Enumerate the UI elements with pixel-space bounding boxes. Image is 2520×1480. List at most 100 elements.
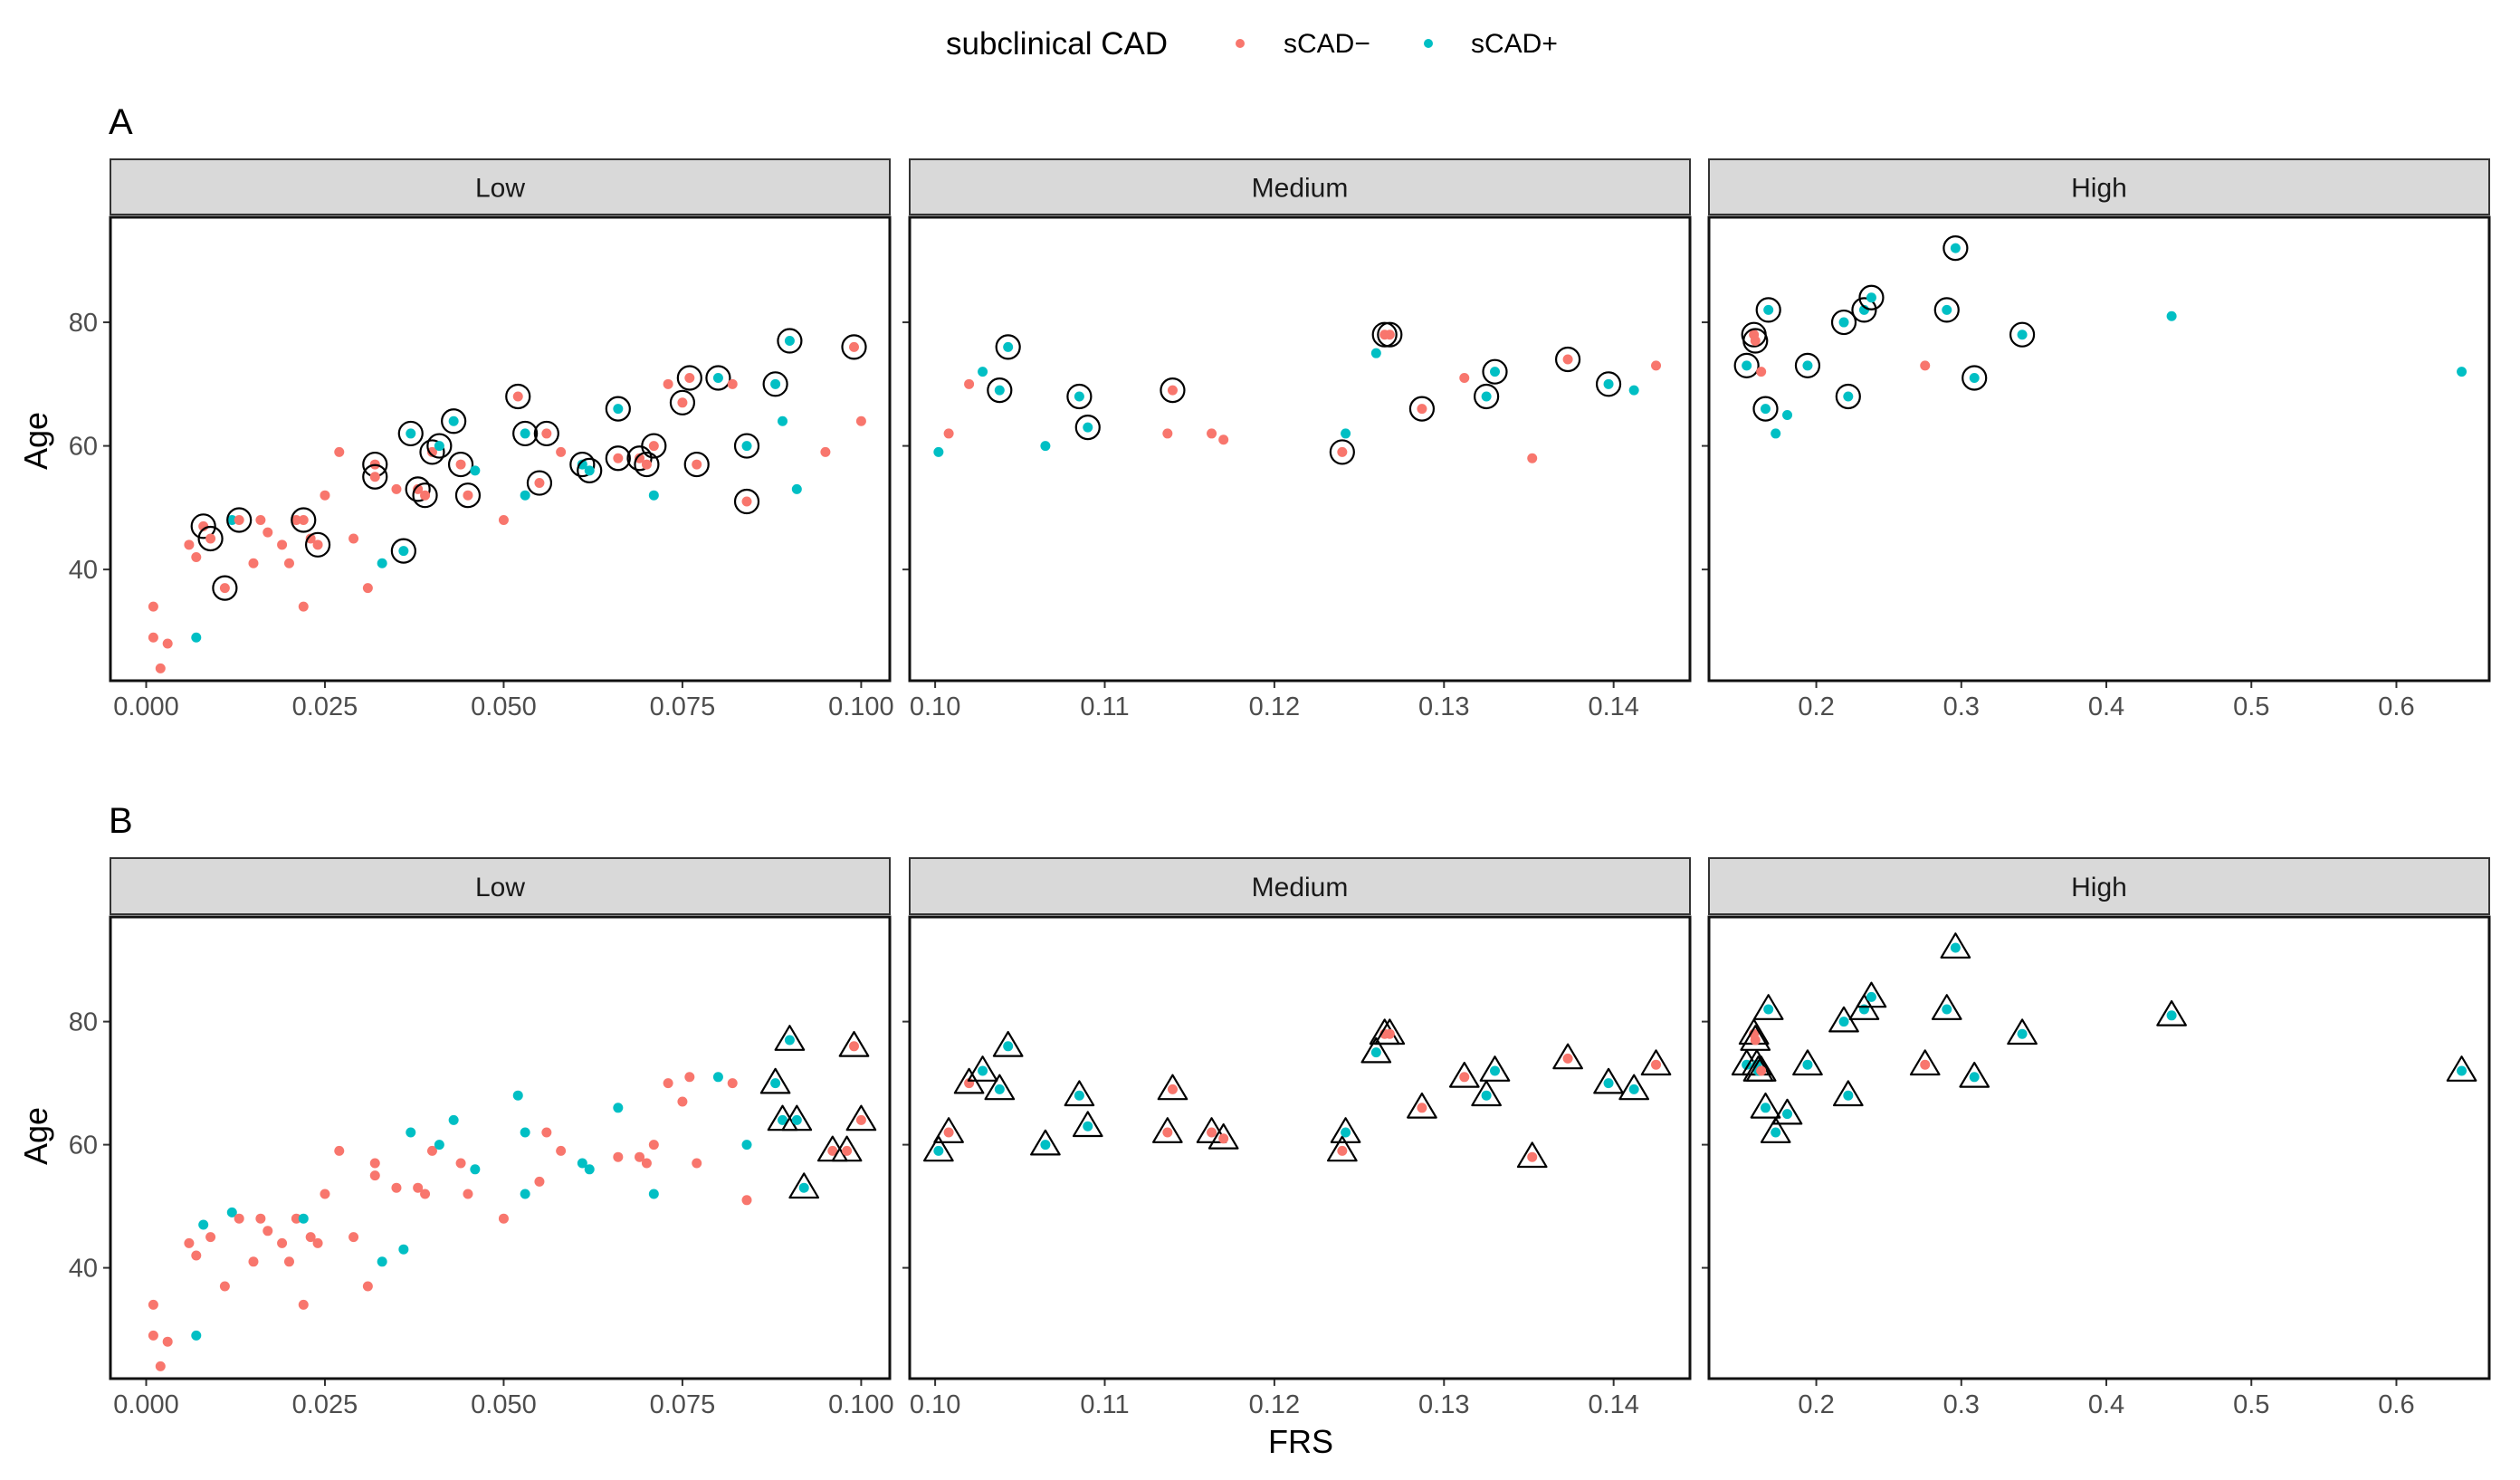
point-b-low-58 [692,1158,702,1169]
point-b-low-48 [584,1164,595,1175]
panel-border-b-low [109,915,892,1380]
facet-b-low: Low 40 60 80 0.000 0.025 0.050 0.075 0.100 [69,857,894,1419]
point-a-medium-3 [978,367,988,377]
point-b-high-8 [1771,1127,1781,1138]
point-b-low-11 [234,1213,244,1224]
x-tick-label-a-medium-1: 0.11 [1080,692,1129,721]
point-a-low-28 [377,558,387,568]
point-a-low-39 [470,465,481,476]
point-a-low-14 [262,527,273,538]
highlight-circle-a-medium-13 [1329,439,1355,465]
plot-area-b-medium [910,917,1690,1379]
point-a-low-48 [584,465,595,476]
highlight-circle-a-high-11 [1851,297,1877,323]
point-b-low-42 [520,1189,530,1199]
point-b-medium-8 [1083,1121,1093,1131]
point-a-low-20 [305,533,316,544]
highlight-circle-a-low-63 [762,371,788,397]
x-tick-label-b-medium-2: 0.12 [1249,1390,1300,1419]
point-b-low-17 [291,1213,301,1224]
point-b-low-61 [741,1140,752,1151]
point-a-medium-7 [1074,391,1084,402]
highlight-circle-a-low-31 [397,420,424,447]
point-a-low-35 [434,441,444,452]
point-a-high-12 [1866,292,1876,303]
point-b-high-11 [1838,1017,1849,1027]
point-b-medium-1 [943,1127,954,1138]
highlight-circle-a-medium-23 [1554,346,1581,373]
legend-title: subclinical CAD [946,26,1168,62]
highlight-triangle-b-high-6 [1750,1092,1781,1119]
facet-strip-b-high [1708,857,2490,915]
point-b-low-5 [184,1237,195,1248]
highlight-circle-a-low-34 [419,439,445,465]
y-axis-title-a: Age [17,412,54,470]
highlight-triangle-b-medium-0 [923,1135,954,1162]
point-b-medium-17 [1384,1028,1395,1039]
plot-area-b-low [110,917,890,1379]
highlight-circle-a-low-18 [291,507,317,533]
legend-swatch-scad-pos [1424,39,1433,48]
point-a-medium-20 [1481,391,1492,402]
x-tick-label-b-high-3: 0.5 [2233,1390,2269,1419]
highlight-triangle-b-medium-10 [1151,1117,1183,1143]
highlight-circle-a-high-8 [1794,352,1821,378]
highlight-circle-a-low-45 [533,420,559,447]
highlight-triangle-b-high-19 [2007,1018,2038,1046]
point-a-medium-15 [1370,348,1381,358]
plot-area-a-medium [910,217,1690,681]
point-b-low-4 [191,1330,202,1341]
highlight-circle-a-low-44 [526,470,553,496]
highlight-circle-a-low-11 [226,507,253,533]
highlight-circle-a-low-38 [454,482,482,509]
legend-label-scad-neg: sCAD− [1284,29,1370,59]
point-a-low-69 [855,415,866,426]
point-b-low-35 [434,1140,444,1151]
point-b-medium-24 [1603,1078,1614,1089]
panel-tag-b: B [109,801,133,841]
highlight-triangle-b-medium-19 [1448,1061,1480,1088]
highlight-circle-a-medium-18 [1408,396,1436,422]
legend-swatch-scad-neg [1236,39,1245,48]
point-b-low-41 [512,1090,523,1101]
point-a-low-17 [291,515,301,526]
point-a-low-38 [463,490,473,501]
highlight-triangle-b-high-9 [1771,1098,1803,1125]
point-b-low-28 [377,1256,387,1267]
point-b-low-43 [520,1127,530,1138]
point-a-low-41 [512,391,523,402]
point-a-medium-12 [1218,434,1229,445]
highlight-circle-a-medium-20 [1474,383,1500,410]
highlight-circle-a-low-43 [512,420,539,447]
point-b-high-20 [2166,1010,2177,1021]
point-a-medium-19 [1459,372,1470,383]
point-b-low-46 [556,1145,567,1156]
point-b-medium-5 [1003,1041,1014,1052]
y-tick-label-a-2: 80 [69,309,98,338]
point-b-low-1 [155,1361,166,1371]
highlight-triangle-b-high-15 [1909,1049,1941,1076]
point-b-medium-21 [1490,1065,1500,1076]
y-tick-label-b-2: 80 [69,1008,98,1037]
highlight-triangle-b-medium-8 [1072,1111,1103,1138]
point-b-low-56 [677,1096,688,1107]
highlight-triangle-b-medium-1 [933,1117,964,1143]
point-a-low-13 [255,515,266,526]
highlight-circle-a-low-50 [605,445,631,472]
facet-title-b-low: Low [475,873,525,902]
facet-title-a-high: High [2071,174,2127,204]
point-b-low-32 [413,1182,424,1193]
highlight-circle-a-medium-5 [995,334,1021,360]
highlight-triangle-b-low-66 [781,1104,813,1131]
point-a-high-17 [2017,329,2028,340]
point-a-low-54 [648,490,659,501]
facet-strip-a-medium [909,158,1691,215]
point-b-high-5 [1756,1065,1767,1076]
point-b-low-37 [455,1158,466,1169]
highlight-circle-a-low-58 [683,451,710,478]
point-a-low-19 [298,601,309,612]
point-b-high-15 [1920,1059,1931,1070]
point-a-low-45 [541,428,552,439]
point-b-high-2 [1750,1035,1761,1046]
point-b-low-50 [613,1151,624,1162]
